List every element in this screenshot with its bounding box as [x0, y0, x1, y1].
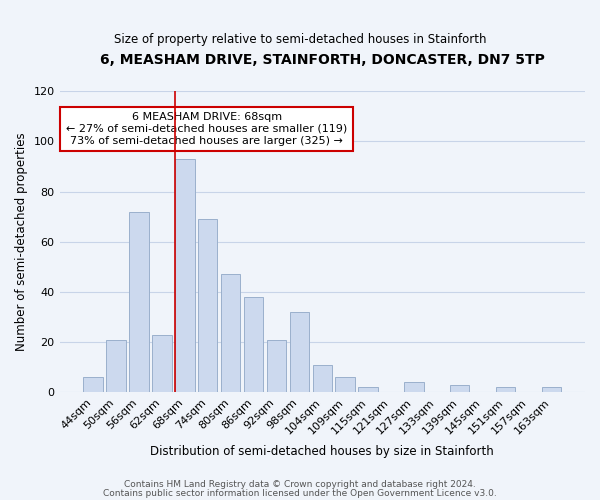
Text: Contains HM Land Registry data © Crown copyright and database right 2024.: Contains HM Land Registry data © Crown c… — [124, 480, 476, 489]
Y-axis label: Number of semi-detached properties: Number of semi-detached properties — [15, 132, 28, 351]
Bar — [335, 378, 355, 392]
Title: 6, MEASHAM DRIVE, STAINFORTH, DONCASTER, DN7 5TP: 6, MEASHAM DRIVE, STAINFORTH, DONCASTER,… — [100, 52, 545, 66]
Bar — [450, 385, 469, 392]
Bar — [198, 220, 217, 392]
Bar — [152, 334, 172, 392]
Bar — [129, 212, 149, 392]
Text: 6 MEASHAM DRIVE: 68sqm
← 27% of semi-detached houses are smaller (119)
73% of se: 6 MEASHAM DRIVE: 68sqm ← 27% of semi-det… — [66, 112, 347, 146]
X-axis label: Distribution of semi-detached houses by size in Stainforth: Distribution of semi-detached houses by … — [151, 444, 494, 458]
Bar — [542, 388, 561, 392]
Text: Contains public sector information licensed under the Open Government Licence v3: Contains public sector information licen… — [103, 488, 497, 498]
Bar — [175, 159, 194, 392]
Bar — [290, 312, 309, 392]
Bar — [244, 297, 263, 392]
Bar — [267, 340, 286, 392]
Bar — [313, 365, 332, 392]
Bar — [404, 382, 424, 392]
Bar — [106, 340, 126, 392]
Bar — [83, 378, 103, 392]
Text: Size of property relative to semi-detached houses in Stainforth: Size of property relative to semi-detach… — [114, 32, 486, 46]
Bar — [221, 274, 241, 392]
Bar — [358, 388, 378, 392]
Bar — [496, 388, 515, 392]
